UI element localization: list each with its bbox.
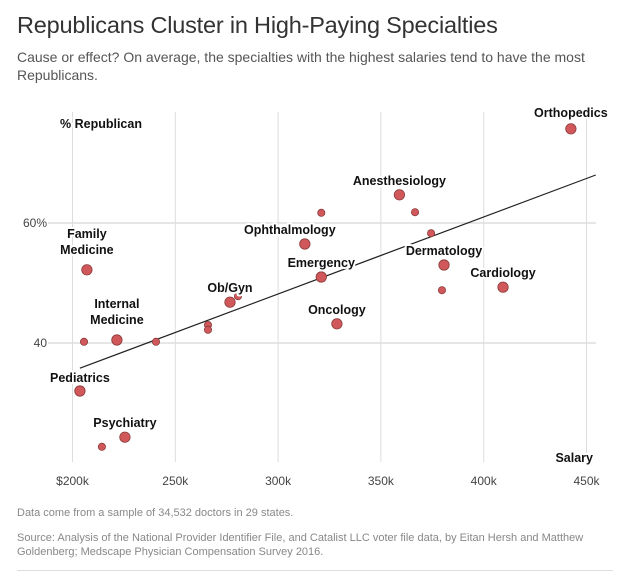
trend-line (79, 174, 596, 369)
data-point (317, 208, 326, 217)
chart-title: Republicans Cluster in High-Paying Speci… (17, 12, 498, 38)
data-point (299, 238, 311, 250)
point-labels: Family Medicine Internal Medicine Pediatrics… (48, 104, 610, 432)
tick-labels: $200k 250k 300k 350k 400k 450k 40 60% (23, 216, 601, 488)
points (74, 123, 577, 451)
x-tick-label: $200k (56, 474, 90, 488)
point-label: Ophthalmology (244, 223, 336, 237)
x-tick-label: 450k (573, 474, 600, 488)
source-note: Source: Analysis of the National Provide… (17, 532, 584, 558)
point-label: Internal Medicine (90, 297, 144, 327)
data-point (315, 271, 327, 283)
point-label: Oncology (308, 303, 366, 317)
data-point (438, 259, 450, 271)
data-point (497, 281, 509, 293)
trend-line-group (79, 174, 596, 369)
point-label: Psychiatry (93, 416, 156, 430)
data-point (81, 264, 93, 276)
data-point (427, 229, 436, 238)
point-label: Emergency (288, 256, 355, 270)
data-point (97, 442, 106, 451)
data-point (565, 123, 577, 135)
data-point (234, 292, 243, 301)
x-axis-label: Salary (555, 451, 593, 465)
point-label: Anesthesiology (353, 174, 446, 188)
y-tick-label: 60% (23, 216, 47, 230)
grid (48, 112, 596, 462)
point-label: Dermatology (406, 244, 482, 258)
y-axis-label: % Republican (60, 117, 142, 131)
point-label: Family Medicine (60, 227, 114, 257)
scatter-chart: $200k 250k 300k 350k 400k 450k 40 60% Family Med… (23, 104, 610, 488)
point-label: Cardiology (470, 266, 535, 280)
data-point (74, 385, 86, 397)
x-tick-label: 300k (265, 474, 292, 488)
data-point (203, 325, 212, 334)
x-tick-label: 250k (162, 474, 189, 488)
data-point (411, 208, 420, 217)
data-point (111, 334, 123, 346)
x-tick-label: 350k (368, 474, 395, 488)
divider (17, 570, 613, 571)
data-point (331, 318, 343, 330)
data-point (224, 296, 236, 308)
data-point (119, 431, 131, 443)
point-label: Orthopedics (534, 106, 608, 120)
data-point (437, 286, 446, 295)
data-point (393, 189, 406, 201)
data-note: Data come from a sample of 34,532 doctor… (17, 507, 294, 519)
chart-subtitle: Cause or effect? On average, the special… (17, 49, 585, 83)
point-label: Pediatrics (50, 371, 110, 385)
data-point (80, 337, 89, 346)
x-tick-label: 400k (471, 474, 498, 488)
data-point (151, 337, 160, 346)
point-label: Ob/Gyn (207, 281, 252, 295)
y-tick-label: 40 (34, 336, 48, 350)
